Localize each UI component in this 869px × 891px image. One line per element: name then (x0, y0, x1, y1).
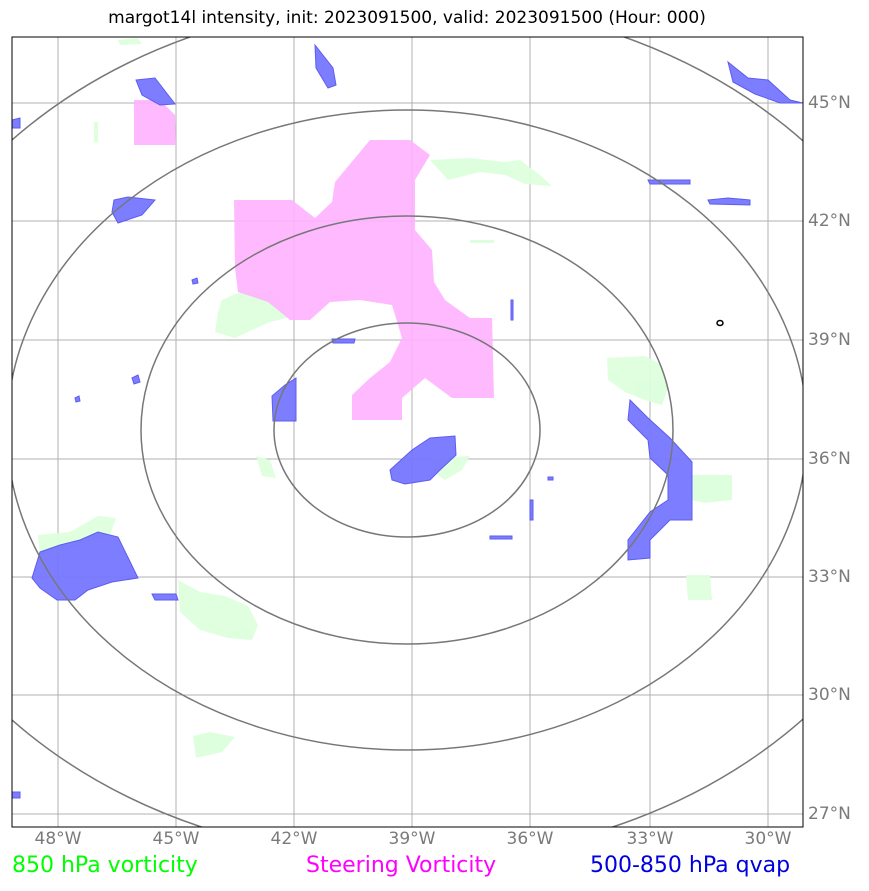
qvap-patch (627, 398, 693, 561)
lon-label-33w: 33°W (626, 829, 674, 849)
qvap-patch (12, 117, 21, 129)
qvap-patch (12, 791, 21, 799)
range-rings (12, 37, 803, 827)
lon-label-39w: 39°W (388, 829, 436, 849)
lat-label-42n: 42°N (808, 211, 851, 231)
qvap-patch (547, 476, 554, 481)
qvap-patch (111, 196, 157, 224)
lat-label-36n: 36°N (808, 449, 851, 469)
range-ring (12, 109, 803, 751)
steering-patch (234, 140, 494, 420)
lat-label-33n: 33°N (808, 567, 851, 587)
qvap-patch (191, 277, 199, 285)
qvap-patch (707, 197, 751, 206)
range-ring (273, 322, 541, 538)
qvap-patch (510, 299, 514, 321)
range-ring (12, 37, 803, 827)
vort850-patch (607, 356, 668, 405)
lat-label-45n: 45°N (808, 93, 851, 113)
qvap-patch (647, 179, 691, 185)
steering-patch (134, 100, 176, 145)
qvap-patch (131, 374, 141, 385)
vort850-patch (470, 240, 494, 243)
qvap-patch (74, 395, 81, 403)
range-ring (140, 215, 674, 645)
qvap-patch (271, 377, 297, 422)
legend-qvap: 500-850 hPa qvap (590, 853, 791, 878)
lon-label-42w: 42°W (270, 829, 318, 849)
lat-label-39n: 39°N (808, 330, 851, 350)
map-title: margot14l intensity, init: 2023091500, v… (108, 8, 706, 28)
lon-label-48w: 48°W (34, 829, 82, 849)
lat-label-27n: 27°N (808, 804, 851, 824)
lon-label-36w: 36°W (506, 829, 554, 849)
qvap-patch (727, 60, 803, 104)
qvap-patch (31, 531, 139, 601)
vort850-patch (38, 516, 116, 555)
lon-label-30w: 30°W (744, 829, 792, 849)
qvap-patch (389, 435, 457, 485)
vort850-patch (686, 575, 712, 600)
vort850-patch (690, 475, 732, 503)
storm-marker (716, 319, 724, 327)
vorticity-850-layer (38, 38, 732, 758)
qvap-patch (151, 593, 179, 601)
lon-label-45w: 45°W (152, 829, 200, 849)
vort850-patch (94, 122, 98, 142)
qvap-patch (135, 77, 176, 106)
qvap-patch (314, 43, 337, 89)
vort850-patch (193, 732, 235, 758)
vort850-patch (430, 158, 552, 186)
legend-steering-vorticity: Steering Vorticity (306, 853, 497, 878)
steering-vorticity-layer (134, 100, 494, 420)
vort850-patch (256, 456, 276, 478)
qvap-patch (529, 499, 534, 521)
vort850-patch (178, 580, 258, 640)
lat-label-30n: 30°N (808, 685, 851, 705)
vort850-patch (118, 38, 142, 45)
legend-850-vorticity: 850 hPa vorticity (12, 853, 198, 878)
map-frame (11, 36, 804, 828)
qvap-patch (489, 535, 513, 540)
